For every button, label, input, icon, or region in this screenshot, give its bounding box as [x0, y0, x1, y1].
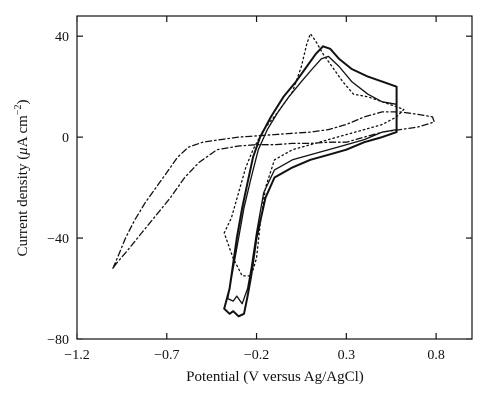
y-axis-title-part-1: Current density ( — [15, 155, 31, 257]
cv-curve-solid-outer — [223, 45, 398, 318]
y-tick-label: −40 — [47, 232, 69, 247]
x-tick-label: −0.2 — [244, 348, 269, 363]
axis-tick-labels: −1.2 −0.7 −0.2 0.3 0.8 −80 −40 0 40 — [47, 30, 445, 363]
y-axis-title-exponent: −2 — [13, 105, 24, 116]
x-axis-title: Potential (V versus Ag/AgCl) — [186, 369, 364, 385]
x-tick-label: 0.3 — [338, 348, 356, 363]
x-tick-label: 0.8 — [427, 348, 445, 363]
plot-frame — [76, 15, 473, 340]
cv-curve-dashdot — [112, 111, 435, 269]
y-axis-title: Current density (μA cm−2) — [13, 100, 31, 257]
y-axis-title-part-3: ) — [15, 100, 31, 105]
y-axis-title-part-2: A cm — [15, 115, 31, 147]
y-tick-label: 0 — [62, 131, 69, 146]
y-tick-label: 40 — [55, 30, 69, 45]
x-tick-label: −1.2 — [64, 348, 89, 363]
axis-ticks — [76, 16, 472, 340]
y-tick-label: −80 — [47, 333, 69, 348]
curves — [112, 33, 435, 318]
x-tick-label: −0.7 — [154, 348, 179, 363]
cv-curve-solid-inner — [227, 55, 398, 305]
cv-curve-dotted — [223, 33, 405, 277]
y-axis-title-mu: μ — [15, 147, 31, 156]
